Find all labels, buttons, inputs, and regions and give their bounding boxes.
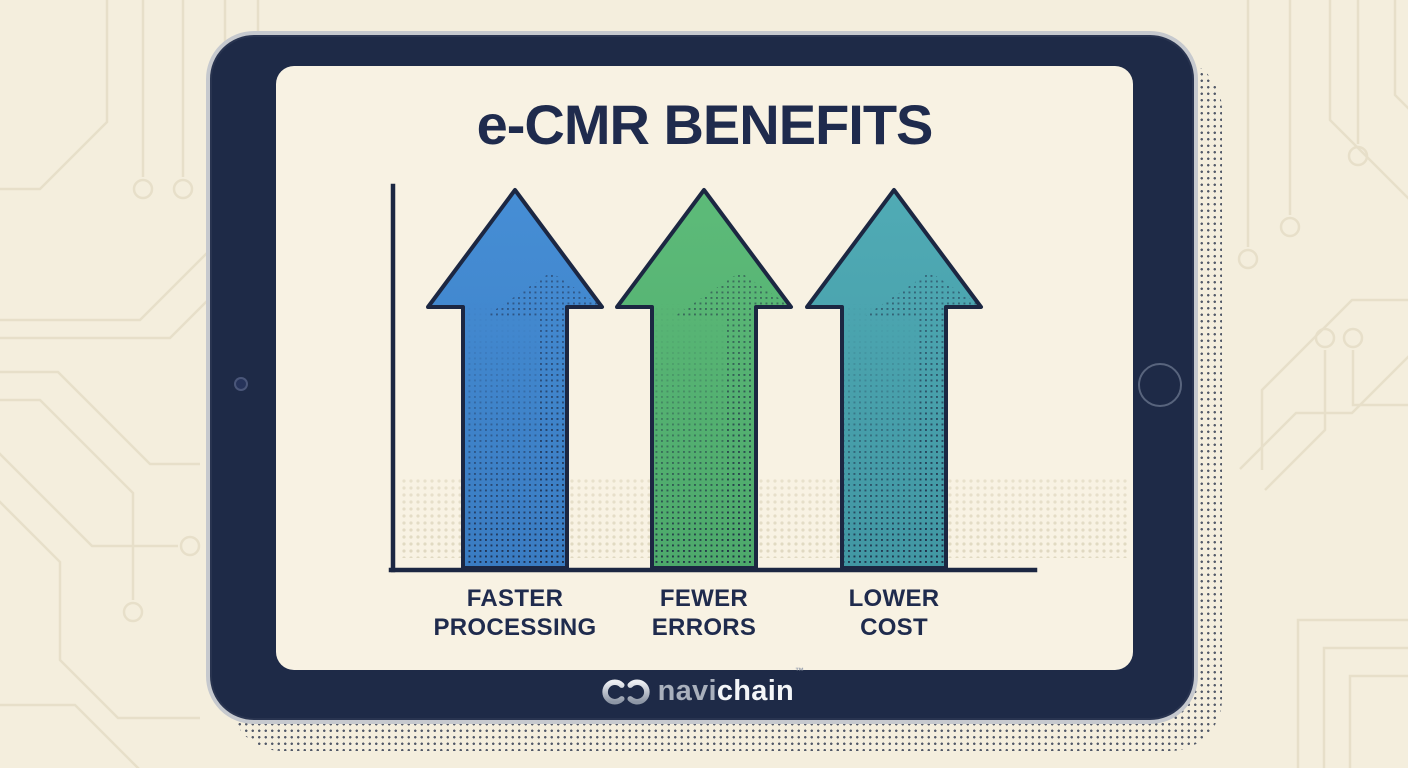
tablet-device: e-CMR BENEFITS [206, 31, 1198, 724]
chart-axes [388, 183, 1038, 573]
bar-label-lower-cost: LOWER COST [784, 584, 1004, 642]
brand-name-navi: navi [657, 675, 717, 707]
bar-label-line2: ERRORS [651, 614, 757, 641]
bar-label-fewer-errors: FEWER ERRORS [594, 584, 814, 642]
bar-label-line1: FASTER [466, 585, 564, 612]
camera-ring-icon [1138, 363, 1182, 407]
brand-name: navichain™ [657, 667, 804, 707]
infographic-title: e-CMR BENEFITS [476, 93, 934, 156]
bar-label-line2: COST [860, 614, 928, 641]
benefits-arrows-chart [388, 183, 1130, 573]
brand-name-chain: chain [716, 675, 795, 707]
front-camera-icon [234, 377, 248, 391]
navichain-logo: navichain™ [210, 667, 1194, 707]
bar-label-line1: LOWER [848, 585, 940, 612]
trademark-symbol: ™ [795, 666, 805, 676]
chain-links-icon [601, 679, 650, 704]
circuit-vias [122, 145, 1369, 623]
tablet-screen: e-CMR BENEFITS [276, 66, 1133, 670]
bar-label-line2: PROCESSING [433, 614, 597, 641]
bar-label-faster-processing: FASTER PROCESSING [405, 584, 625, 642]
bar-label-line1: FEWER [659, 585, 749, 612]
